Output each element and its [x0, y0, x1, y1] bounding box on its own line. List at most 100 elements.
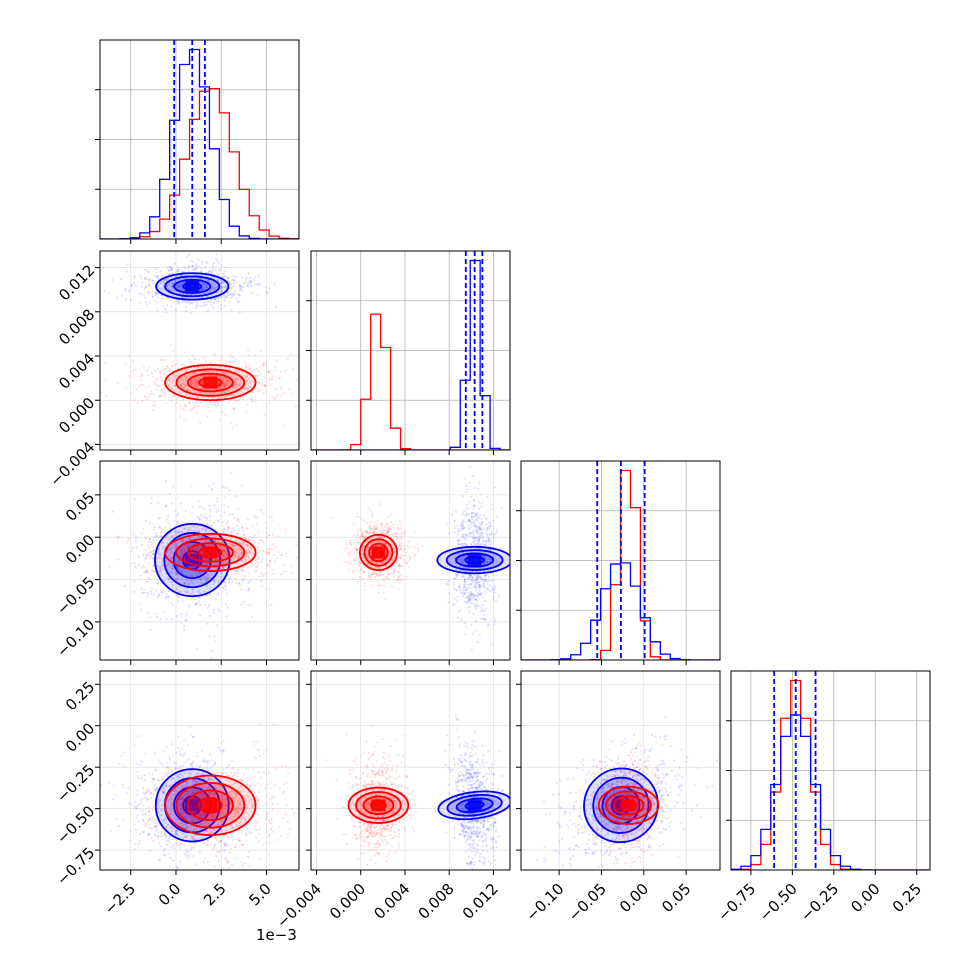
scatter-point — [471, 579, 474, 582]
scatter-point — [358, 537, 361, 540]
scatter-point — [210, 403, 213, 406]
scatter-point — [221, 571, 224, 575]
scatter-point — [212, 401, 215, 405]
scatter-point — [201, 260, 204, 263]
scatter-point — [222, 567, 225, 570]
scatter-point — [225, 559, 228, 563]
scatter-point — [463, 537, 466, 540]
scatter-point — [478, 482, 481, 485]
scatter-point — [138, 602, 141, 605]
scatter-point — [214, 543, 218, 547]
scatter-point — [147, 540, 150, 543]
scatter-point — [207, 573, 210, 577]
scatter-point — [356, 533, 359, 537]
scatter-point — [213, 828, 216, 831]
scatter-point — [195, 266, 198, 269]
scatter-point — [133, 580, 136, 583]
scatter-point — [149, 390, 152, 393]
scatter-point — [202, 577, 205, 580]
scatter-point — [464, 520, 467, 524]
scatter-point — [461, 575, 465, 578]
scatter-point — [234, 289, 237, 292]
scatter-point — [376, 566, 379, 569]
scatter-point — [196, 755, 199, 758]
scatter-point — [246, 527, 249, 530]
scatter-point — [164, 847, 167, 850]
scatter-point — [209, 516, 212, 519]
scatter-point — [380, 561, 383, 564]
scatter-point — [197, 404, 200, 408]
scatter-point — [489, 524, 492, 527]
scatter-point — [361, 531, 364, 534]
scatter-point — [245, 410, 248, 413]
scatter-point — [159, 281, 162, 284]
scatter-point — [159, 531, 163, 535]
scatter-point — [222, 372, 225, 375]
scatter-point — [239, 396, 242, 400]
scatter-point — [362, 557, 365, 560]
scatter-point — [385, 532, 388, 535]
scatter-point — [465, 534, 468, 537]
scatter-point — [207, 279, 210, 282]
scatter-point — [234, 573, 237, 576]
scatter-point — [392, 557, 396, 560]
scatter-point — [177, 285, 180, 288]
scatter-point — [472, 524, 476, 527]
scatter-point — [140, 776, 143, 780]
scatter-point — [217, 391, 220, 395]
scatter-point — [187, 850, 190, 853]
scatter-point — [215, 510, 218, 514]
scatter-point — [208, 635, 211, 638]
scatter-point — [249, 551, 252, 554]
scatter-point — [208, 401, 212, 405]
scatter-point — [191, 408, 194, 411]
scatter-point — [232, 408, 235, 411]
panel-content-0-0 — [100, 40, 299, 239]
scatter-point — [364, 530, 367, 533]
scatter-point — [396, 565, 400, 568]
scatter-point — [485, 529, 489, 532]
scatter-point — [201, 545, 204, 548]
scatter-point — [377, 529, 381, 533]
scatter-point — [264, 818, 267, 821]
scatter-point — [468, 599, 472, 602]
scatter-point — [479, 528, 482, 531]
scatter-point — [469, 526, 472, 529]
scatter-point — [236, 519, 239, 522]
scatter-point — [492, 598, 495, 601]
scatter-point — [209, 534, 212, 537]
scatter-point — [197, 589, 201, 592]
scatter-point — [227, 527, 230, 530]
scatter-point — [148, 826, 151, 829]
scatter-point — [273, 282, 276, 285]
scatter-point — [357, 557, 360, 560]
scatter-point — [206, 300, 209, 303]
scatter-point — [223, 382, 226, 386]
scatter-point — [167, 589, 171, 592]
scatter-point — [234, 771, 237, 774]
scatter-point — [192, 817, 196, 820]
scatter-point — [247, 387, 250, 390]
scatter-point — [219, 575, 223, 578]
scatter-point — [173, 793, 177, 796]
scatter-point — [241, 550, 244, 554]
scatter-point — [469, 582, 472, 586]
scatter-point — [176, 532, 179, 535]
scatter-point — [393, 568, 397, 571]
scatter-point — [372, 540, 375, 544]
scatter-point — [171, 272, 174, 275]
scatter-point — [402, 559, 406, 562]
scatter-point — [235, 570, 238, 573]
scatter-point — [162, 775, 165, 779]
scatter-point — [117, 825, 121, 828]
scatter-point — [133, 275, 136, 279]
scatter-point — [271, 374, 274, 378]
scatter-point — [254, 283, 257, 286]
scatter-point — [192, 373, 196, 376]
scatter-point — [482, 555, 486, 558]
scatter-point — [207, 558, 210, 561]
scatter-point — [250, 285, 253, 288]
scatter-point — [456, 549, 459, 552]
scatter-point — [217, 550, 220, 553]
scatter-point — [494, 619, 497, 622]
